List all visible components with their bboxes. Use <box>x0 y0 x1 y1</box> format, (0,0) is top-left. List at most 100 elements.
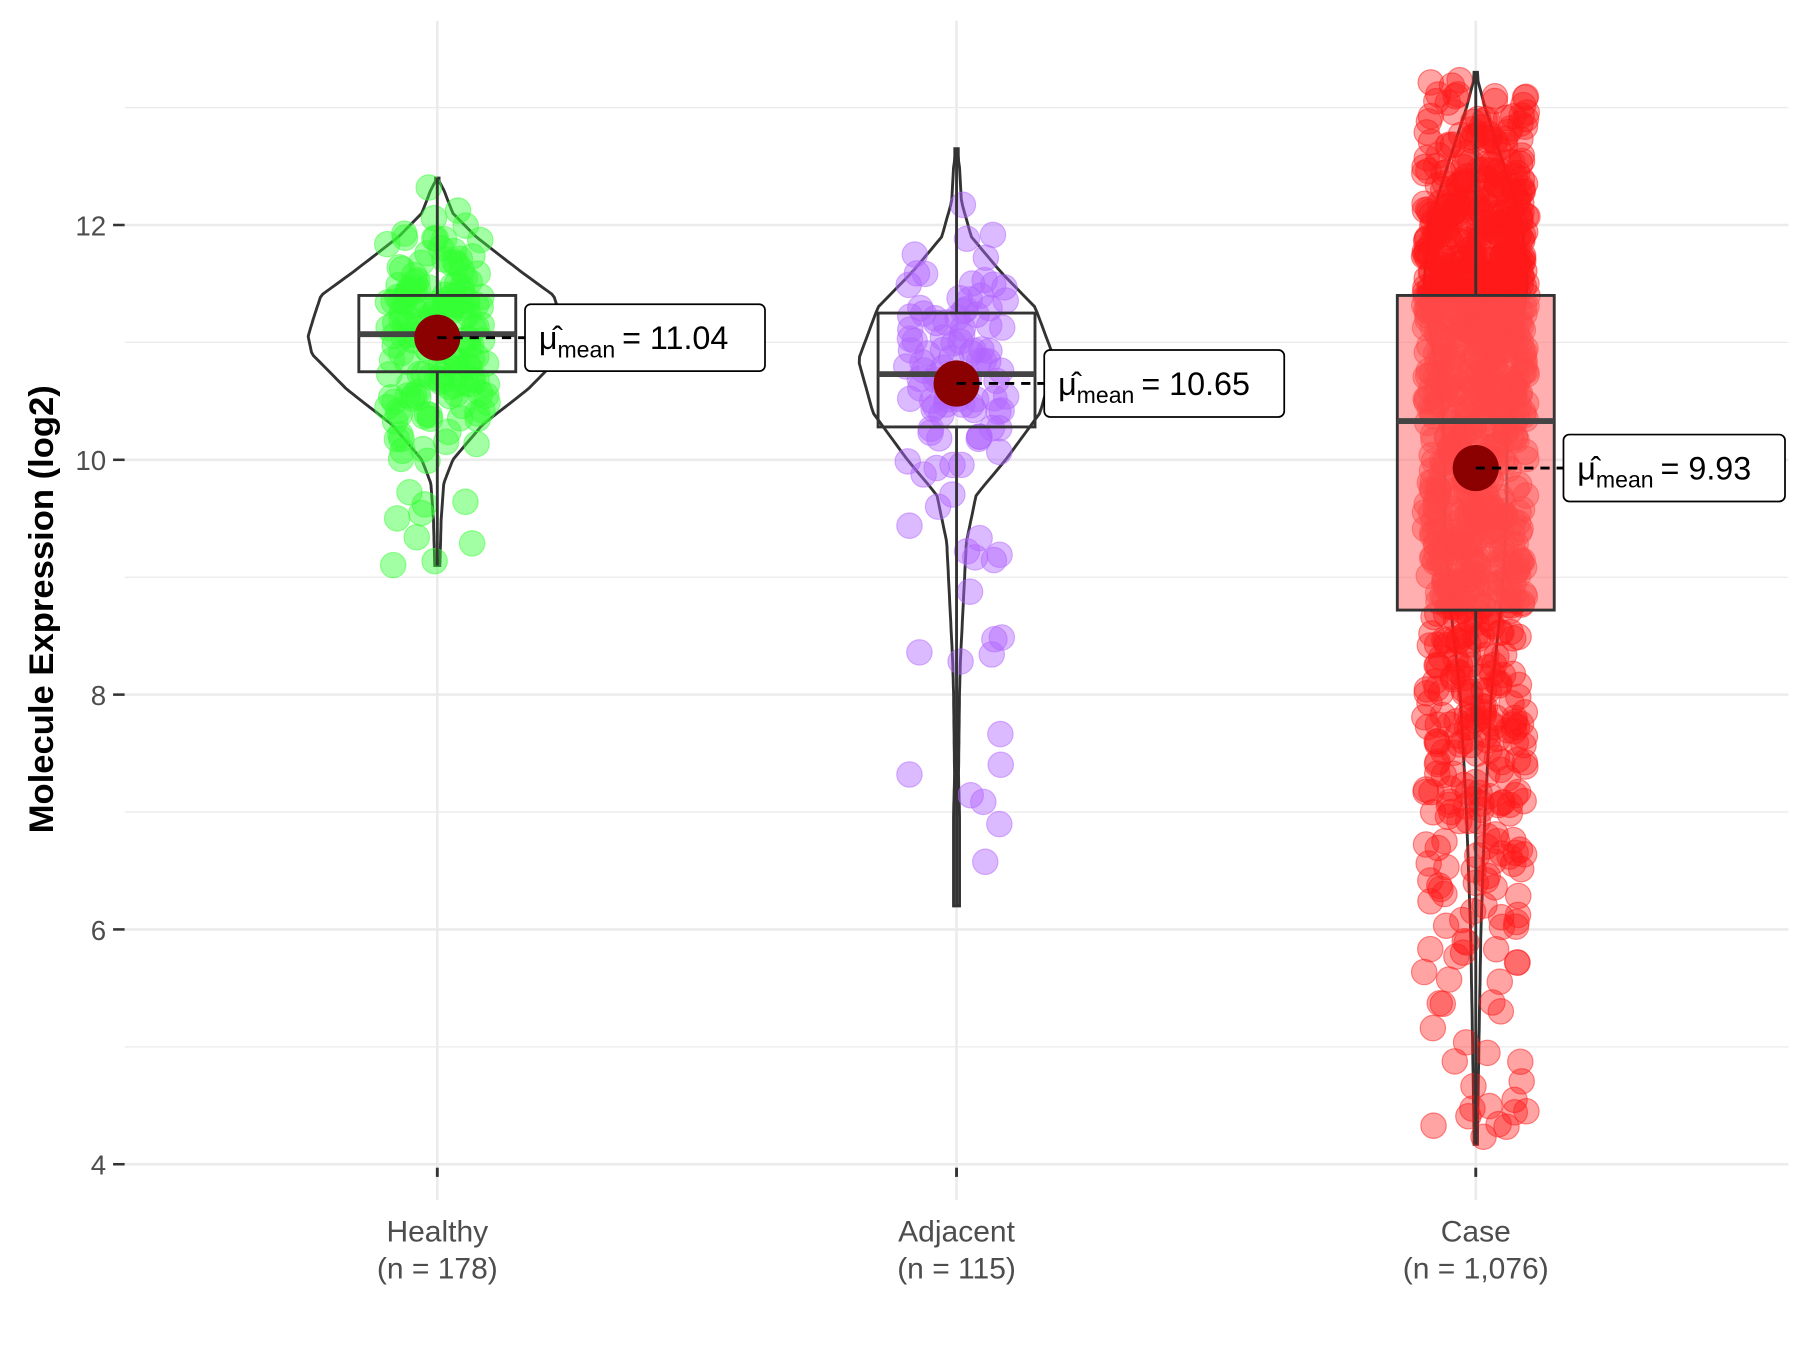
data-point <box>1479 660 1506 687</box>
data-point <box>1480 651 1508 679</box>
data-point <box>1486 968 1514 995</box>
data-point <box>1512 105 1540 133</box>
data-point <box>1423 675 1450 702</box>
data-point <box>1505 623 1532 651</box>
data-point <box>378 383 405 411</box>
mean-label: μ̂mean = 11.04 <box>539 320 729 362</box>
data-point <box>961 544 989 571</box>
data-point <box>387 445 415 473</box>
data-point <box>1482 936 1510 963</box>
data-point <box>896 385 924 413</box>
data-point <box>1483 744 1511 772</box>
data-point <box>1453 929 1480 956</box>
data-point <box>1479 613 1507 640</box>
data-point <box>1417 888 1444 915</box>
data-point <box>1472 721 1500 749</box>
data-point <box>1425 81 1452 108</box>
data-point <box>408 249 435 277</box>
data-point <box>1504 882 1532 910</box>
mean-value: = 10.65 <box>1141 366 1250 402</box>
data-point <box>1508 264 1536 291</box>
data-point <box>381 408 409 435</box>
mean-subscript: mean <box>1077 382 1135 408</box>
data-point <box>939 481 966 508</box>
data-point <box>1416 689 1443 717</box>
x-axis: Healthy(n = 178) Adjacent(n = 115) Case(n … <box>377 1167 1549 1285</box>
data-point <box>1426 990 1454 1017</box>
data-point <box>1456 714 1484 741</box>
data-point <box>1453 163 1481 190</box>
data-point <box>400 381 428 409</box>
data-point <box>1423 652 1450 679</box>
data-point <box>987 751 1014 779</box>
data-point <box>1441 1048 1469 1075</box>
data-point <box>1466 227 1493 254</box>
y-tick-label: 6 <box>91 915 106 946</box>
data-point <box>1490 641 1518 668</box>
data-point <box>1444 80 1472 108</box>
data-point <box>384 397 412 425</box>
data-point <box>1415 850 1442 877</box>
y-tick-label: 8 <box>91 680 106 711</box>
data-point <box>1496 843 1523 870</box>
data-point <box>379 551 407 579</box>
data-point <box>1506 202 1534 229</box>
data-point <box>1412 776 1440 803</box>
data-point <box>897 316 924 343</box>
data-point <box>948 451 975 479</box>
data-point <box>906 639 933 666</box>
data-point <box>452 212 479 239</box>
data-point <box>1465 156 1493 184</box>
data-point <box>1481 713 1508 741</box>
data-point <box>466 226 494 254</box>
data-point <box>1442 625 1469 653</box>
data-point <box>472 382 500 409</box>
data-point <box>433 286 460 313</box>
data-point <box>403 523 431 551</box>
data-point <box>389 437 416 465</box>
data-point <box>920 395 947 423</box>
data-point <box>383 505 411 532</box>
data-point <box>1454 171 1481 198</box>
data-point <box>1488 913 1516 941</box>
data-point <box>443 250 470 278</box>
data-point <box>1411 703 1438 731</box>
data-point <box>1430 738 1457 766</box>
data-point <box>1500 711 1527 738</box>
data-point <box>1493 222 1521 249</box>
data-point <box>388 425 415 453</box>
data-point <box>1419 1014 1447 1042</box>
data-point <box>979 221 1007 249</box>
data-point <box>966 423 993 451</box>
data-point <box>1444 188 1472 215</box>
data-point <box>1418 229 1445 257</box>
data-point <box>1514 203 1541 230</box>
data-point <box>1413 676 1441 703</box>
mean-label: μ̂mean = 10.65 <box>1058 366 1250 408</box>
data-point <box>956 578 984 605</box>
data-point <box>1411 159 1438 187</box>
x-tick-label: Adjacent <box>898 1216 1015 1249</box>
data-point <box>1425 212 1453 239</box>
data-point <box>408 499 435 527</box>
y-tick-label: 4 <box>91 1150 106 1181</box>
data-point <box>459 243 486 270</box>
data-point <box>435 418 462 446</box>
data-point <box>1513 99 1541 126</box>
data-point <box>1472 833 1500 860</box>
data-point <box>398 292 426 320</box>
data-point <box>458 530 486 557</box>
data-point <box>1430 761 1458 789</box>
data-point <box>463 430 490 458</box>
data-point <box>1440 99 1468 126</box>
data-point <box>1413 119 1440 146</box>
data-point <box>1481 82 1509 110</box>
mean-value: = 9.93 <box>1661 451 1752 487</box>
data-point <box>949 314 977 342</box>
data-point <box>1475 676 1502 704</box>
data-point <box>1420 1112 1447 1139</box>
data-point <box>1511 84 1539 111</box>
data-point <box>413 400 441 428</box>
data-point <box>1447 121 1475 149</box>
